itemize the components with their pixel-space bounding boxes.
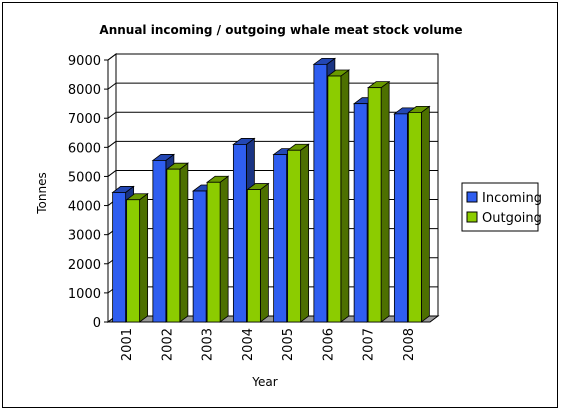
legend-swatch-incoming	[466, 191, 478, 203]
gridline-side	[107, 111, 117, 119]
legend-label-outgoing: Outgoing	[482, 211, 542, 226]
bar-side-face	[179, 162, 189, 323]
bar-outgoing-2001	[125, 192, 149, 323]
bar-outgoing-2008	[407, 105, 431, 323]
x-tick-label: 2006	[321, 328, 336, 361]
y-tick-label: 3000	[68, 229, 101, 244]
bar-front-face	[246, 189, 261, 323]
y-tick-label: 9000	[68, 54, 101, 69]
bar-front-face	[232, 144, 247, 323]
gridline-side	[107, 170, 117, 177]
y-tick-label: 4000	[68, 200, 101, 215]
y-axis-label: Tonnes	[35, 172, 49, 214]
bar-front-face	[152, 160, 167, 323]
x-tick-label: 2003	[201, 328, 216, 361]
bar-front-face	[287, 149, 302, 323]
bar-front-face	[206, 181, 221, 323]
bar-front-face	[192, 190, 207, 323]
bar-outgoing-2004	[246, 182, 270, 323]
y-tick-label: 7000	[68, 112, 101, 127]
plot-area: 0 1000 2000 3000 4000 5000 6000 7000 8000 9000 200…	[68, 53, 440, 361]
x-axis-label: Year	[251, 375, 277, 389]
bar-outgoing-2002	[165, 162, 190, 323]
y-tick-label: 0	[93, 316, 101, 331]
gridline-side	[107, 53, 117, 61]
y-tick-label: 1000	[68, 287, 101, 302]
x-tick-label: 2007	[362, 328, 377, 361]
bar-side-face	[300, 143, 310, 323]
bar-side-face	[219, 175, 229, 323]
x-tick-label: 2001	[120, 328, 135, 361]
bar-side-face	[380, 80, 390, 323]
legend-label-incoming: Incoming	[482, 191, 542, 206]
legend-box	[461, 182, 539, 232]
y-tick-label: 8000	[68, 83, 101, 98]
bar-front-face	[112, 192, 127, 323]
bar-side-face	[420, 105, 430, 323]
y-tick-label: 6000	[68, 141, 101, 156]
chart-title: Annual incoming / outgoing whale meat st…	[99, 23, 462, 37]
bar-front-face	[273, 154, 288, 323]
bar-front-face	[166, 168, 181, 323]
bar-side-face	[139, 192, 149, 323]
bar-outgoing-2006	[326, 69, 351, 323]
bar-front-face	[327, 75, 342, 323]
x-tick-label: 2004	[241, 328, 256, 361]
gridline-side	[107, 82, 117, 90]
bar-front-face	[313, 63, 328, 323]
y-tick-label: 5000	[68, 170, 101, 185]
y-tick-label: 2000	[68, 258, 101, 273]
x-tick-label: 2005	[281, 328, 296, 361]
bar-front-face	[393, 113, 408, 323]
bar-front-face	[407, 112, 422, 323]
bar-side-face	[259, 182, 269, 323]
legend-swatch-outgoing	[466, 211, 478, 223]
bar-front-face	[126, 199, 141, 323]
x-tick-label: 2008	[402, 328, 417, 361]
bar-outgoing-2003	[205, 175, 230, 323]
bar-front-face	[367, 87, 382, 323]
legend: Incoming Outgoing	[461, 182, 542, 232]
bar-front-face	[353, 103, 368, 323]
bar-outgoing-2007	[366, 80, 391, 323]
bar-side-face	[340, 69, 350, 323]
bar-outgoing-2005	[286, 143, 310, 323]
gridline-side	[107, 140, 117, 148]
x-tick-label: 2002	[160, 328, 175, 361]
